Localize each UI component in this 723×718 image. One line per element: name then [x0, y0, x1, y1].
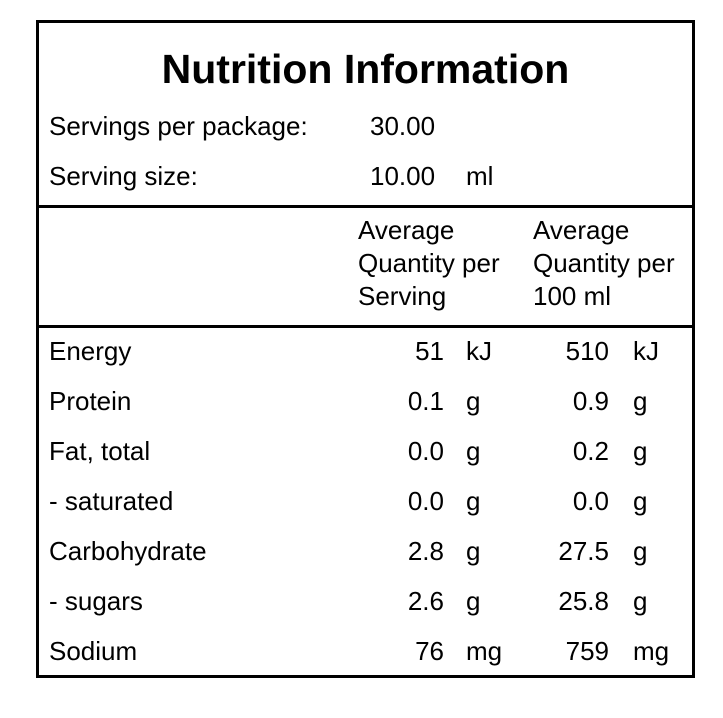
nutrient-name: Energy: [49, 336, 132, 366]
header-per-serving-line: Quantity per: [358, 248, 500, 278]
serving-size-label: Serving size:: [49, 161, 198, 191]
serving-size-value: 10.00: [370, 161, 436, 191]
serving-value: 0.1: [407, 386, 444, 416]
serving-value: 2.6: [407, 586, 444, 616]
serving-value: 76: [415, 636, 444, 666]
per100-unit: g: [633, 536, 648, 566]
header-per-100: Average Quantity per 100 ml: [533, 214, 713, 313]
per100-value: 0.0: [572, 486, 609, 516]
per100-unit: g: [633, 436, 648, 466]
serving-unit: mg: [466, 636, 503, 666]
header-per-serving-line: Average: [358, 215, 455, 245]
nutrient-name: Carbohydrate: [49, 536, 207, 566]
serving-value: 51: [415, 336, 444, 366]
serving-size-unit: ml: [466, 161, 494, 191]
serving-unit: g: [466, 586, 481, 616]
serving-value: 0.0: [407, 436, 444, 466]
serving-value: 2.8: [407, 536, 444, 566]
servings-label: Servings per package:: [49, 111, 308, 141]
per100-unit: g: [633, 586, 648, 616]
serving-unit: g: [466, 536, 481, 566]
header-per-100-line: Quantity per: [533, 248, 675, 278]
per100-value: 759: [565, 636, 609, 666]
nutrient-name: Sodium: [49, 636, 138, 666]
nutrient-name: Fat, total: [49, 436, 151, 466]
per100-value: 0.2: [572, 436, 609, 466]
divider-bottom: [39, 325, 692, 328]
per100-value: 27.5: [558, 536, 609, 566]
nutrition-panel: Nutrition Information Servings per packa…: [36, 20, 695, 678]
per100-unit: g: [633, 486, 648, 516]
panel-title: Nutrition Information: [161, 46, 570, 92]
per100-value: 510: [565, 336, 609, 366]
header-per-serving-line: Serving: [358, 281, 447, 311]
nutrient-name: Protein: [49, 386, 132, 416]
serving-unit: g: [466, 386, 481, 416]
divider-top: [39, 205, 692, 208]
header-per-serving: Average Quantity per Serving: [358, 214, 538, 313]
servings-value: 30.00: [370, 111, 436, 141]
per100-unit: g: [633, 386, 648, 416]
nutrient-name: - saturated: [49, 486, 174, 516]
header-per-100-line: Average: [533, 215, 630, 245]
per100-value: 0.9: [572, 386, 609, 416]
per100-unit: kJ: [633, 336, 659, 366]
per100-unit: mg: [633, 636, 670, 666]
serving-unit: g: [466, 436, 481, 466]
serving-unit: kJ: [466, 336, 492, 366]
per100-value: 25.8: [558, 586, 609, 616]
nutrient-name: - sugars: [49, 586, 143, 616]
serving-unit: g: [466, 486, 481, 516]
header-per-100-line: 100 ml: [533, 281, 612, 311]
serving-value: 0.0: [407, 486, 444, 516]
